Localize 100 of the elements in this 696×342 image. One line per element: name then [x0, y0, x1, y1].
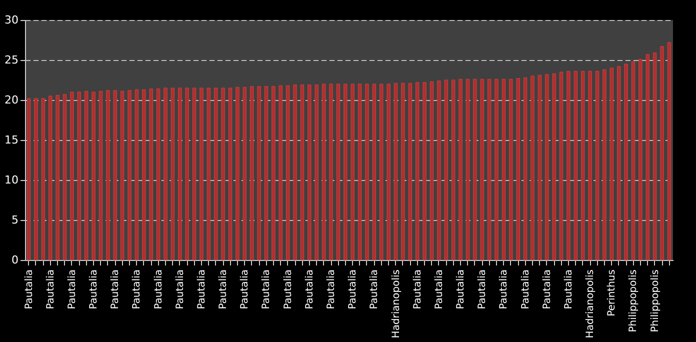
bar: [617, 66, 621, 260]
bar: [221, 88, 225, 260]
bar: [272, 86, 276, 260]
bar: [56, 94, 60, 260]
bar: [257, 86, 261, 260]
x-tick-label: Pautalia: [24, 270, 35, 310]
bar: [344, 84, 348, 260]
bar: [473, 78, 477, 260]
x-tick-label: Pautalia: [563, 270, 574, 310]
bar: [214, 88, 218, 260]
bar: [62, 94, 67, 260]
bar: [588, 70, 592, 260]
x-tick-label: Pautalia: [66, 270, 78, 310]
x-tick-label: Pautalia: [348, 270, 359, 310]
bar: [610, 68, 614, 260]
bar: [26, 98, 31, 260]
bar: [660, 46, 664, 260]
bar: [487, 78, 492, 260]
bar: [365, 84, 369, 260]
x-tick-label: Pautalia: [498, 270, 510, 310]
bar: [358, 84, 362, 260]
bar: [566, 70, 570, 260]
bar: [602, 69, 606, 260]
bar: [494, 78, 498, 260]
bar: [200, 88, 204, 260]
x-tick-label: Pautalia: [45, 270, 56, 310]
bar: [164, 88, 168, 260]
bar: [329, 84, 333, 260]
bar: [293, 84, 297, 260]
bar: [113, 90, 117, 260]
bar: [523, 77, 528, 260]
x-tick-label: Perinthus: [606, 270, 618, 316]
bar: [530, 76, 534, 260]
bar: [638, 58, 642, 260]
bar: [372, 84, 376, 260]
x-tick-label: Pautalia: [456, 270, 467, 310]
bar: [92, 92, 96, 260]
bar: [646, 54, 650, 260]
x-tick-label: Pautalia: [520, 270, 532, 310]
x-tick-label: Pautalia: [326, 270, 338, 310]
x-tick-label: Pautalia: [218, 270, 230, 310]
bar: [149, 88, 153, 260]
bar: [350, 84, 354, 260]
bar: [631, 61, 636, 260]
bar: [98, 90, 103, 260]
x-tick-label: Pautalia: [174, 270, 186, 310]
y-tick-label: 25: [4, 54, 18, 66]
x-tick-label: Pautalia: [477, 270, 488, 310]
x-tick-label: Pautalia: [110, 270, 122, 310]
x-tick-label: Hadrianopolis: [585, 270, 596, 338]
bar: [444, 80, 448, 260]
x-tick-label: Pautalia: [434, 270, 445, 310]
bar: [308, 84, 312, 260]
bar: [236, 86, 240, 260]
bar: [538, 74, 542, 260]
bar: [77, 92, 81, 260]
bar: [242, 86, 247, 260]
x-tick-label: Pautalia: [132, 270, 143, 310]
x-tick-label: Pautalia: [261, 270, 272, 310]
bar: [386, 84, 390, 260]
x-tick-label: Philippopolis: [650, 270, 661, 332]
bar: [286, 85, 290, 260]
bar: [156, 88, 160, 260]
bar: [430, 81, 434, 260]
bar: [322, 84, 326, 260]
bar: [380, 84, 384, 260]
bar: [458, 78, 462, 260]
bar: [509, 78, 513, 260]
bar: [192, 88, 196, 260]
bar: [595, 70, 600, 260]
bar: [250, 86, 254, 260]
bar: [41, 98, 46, 260]
bar: [401, 82, 405, 260]
bar: [34, 98, 38, 260]
bar: [466, 78, 470, 260]
bar: [574, 70, 578, 260]
y-tick-label: 5: [12, 214, 18, 226]
bar: [278, 85, 282, 260]
bar: [502, 78, 506, 260]
bar: [185, 88, 189, 260]
bar: [559, 72, 564, 260]
bar: [178, 88, 182, 260]
bar: [624, 64, 628, 260]
bar: [300, 84, 304, 260]
bar: [652, 52, 657, 260]
x-tick-label: Pautalia: [369, 270, 380, 310]
bar: [106, 90, 110, 260]
x-tick-label: Hadrianopolis: [390, 270, 402, 338]
x-tick-label: Pautalia: [88, 270, 100, 310]
bar: [142, 89, 146, 260]
bar: [552, 73, 556, 260]
bar: [451, 80, 456, 260]
bar: [170, 88, 175, 260]
x-tick-label: Pautalia: [304, 270, 316, 310]
bar: [128, 90, 132, 260]
x-tick-label: Pautalia: [542, 270, 553, 310]
y-tick-label: 30: [4, 14, 18, 26]
bar: [437, 80, 441, 260]
bar: [545, 74, 549, 260]
x-tick-label: Pautalia: [196, 270, 208, 310]
